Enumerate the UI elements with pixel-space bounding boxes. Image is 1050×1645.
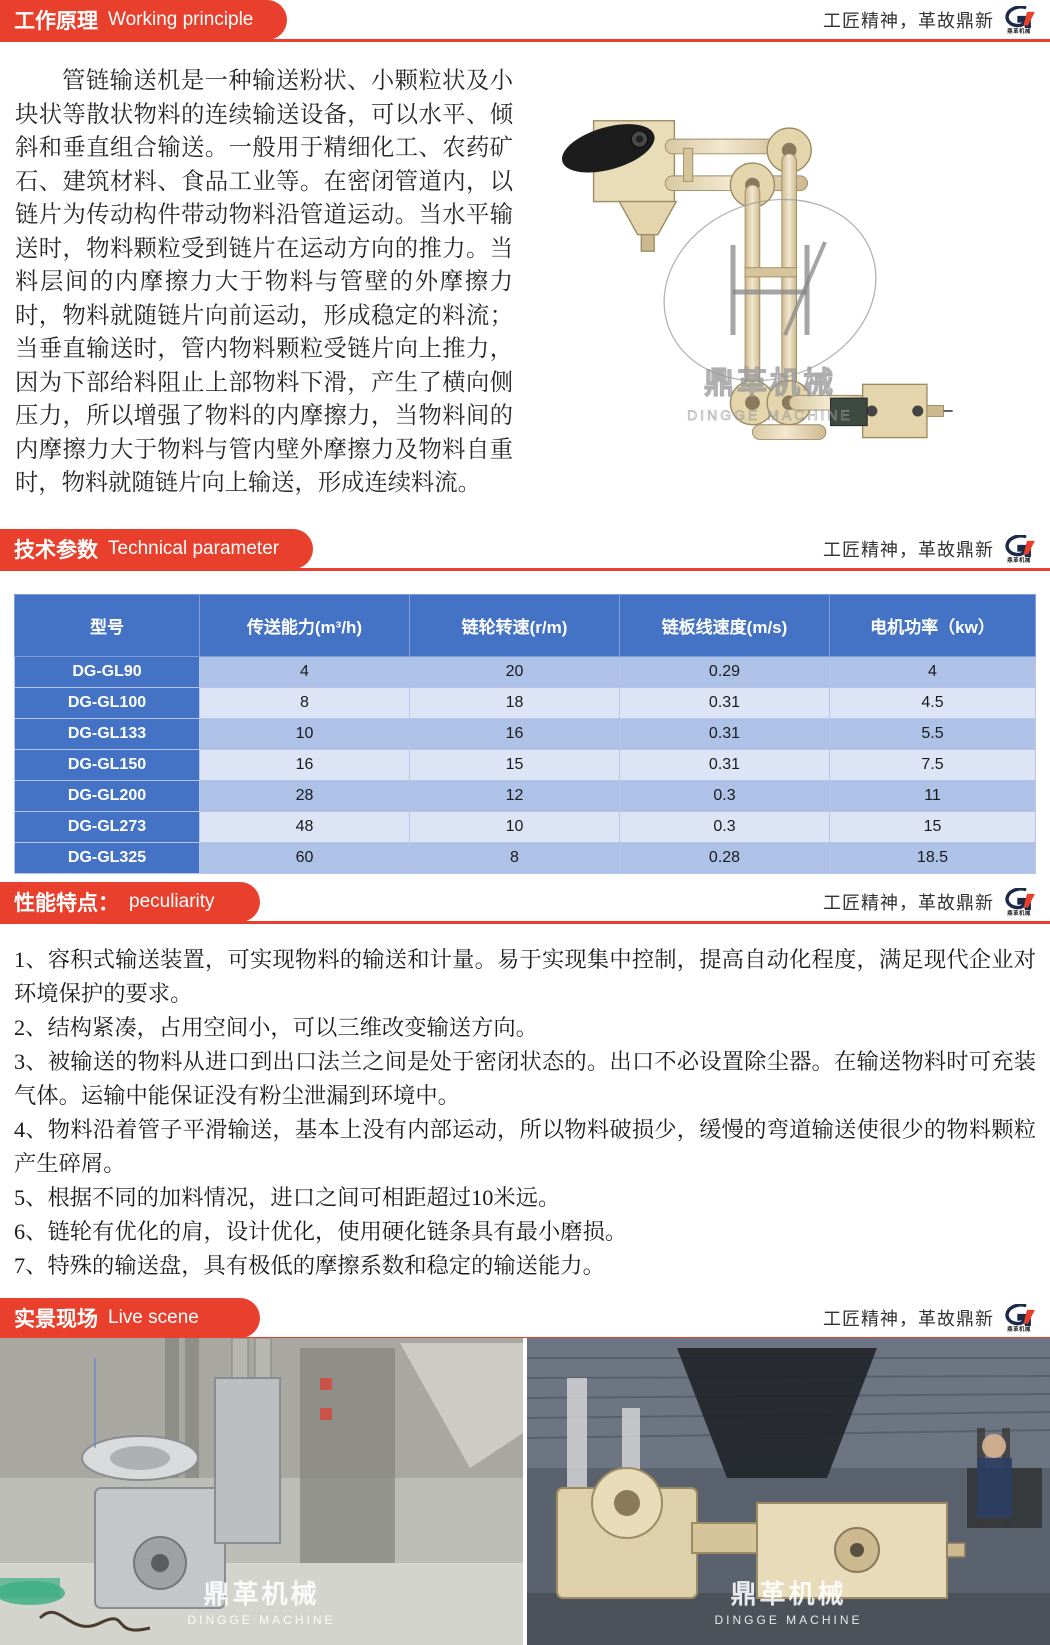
svg-text:DINGGE MACHINE: DINGGE MACHINE (687, 407, 853, 423)
svg-text:鼎革机械: 鼎革机械 (704, 367, 836, 400)
